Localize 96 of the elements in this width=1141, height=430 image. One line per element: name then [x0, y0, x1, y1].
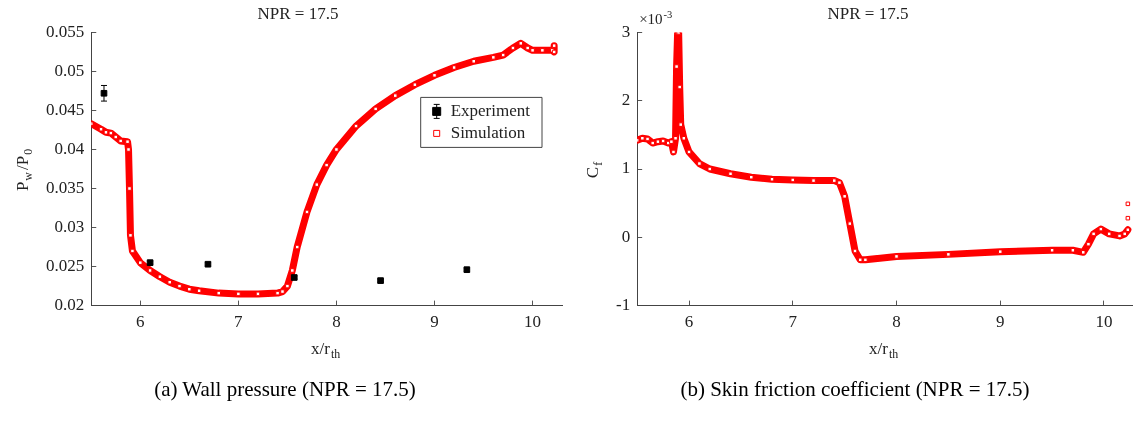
point [118, 138, 123, 144]
point [1125, 227, 1131, 233]
point [946, 252, 951, 257]
point [842, 194, 847, 199]
y-tick-label: 0.04 [54, 138, 85, 158]
point [255, 291, 261, 297]
y-axis-title: Pw/P0 [13, 148, 36, 192]
point [677, 84, 682, 90]
point [660, 138, 666, 144]
point [147, 268, 153, 273]
point [451, 65, 457, 70]
point [697, 161, 702, 166]
point [491, 55, 496, 60]
point [98, 126, 104, 132]
point [728, 171, 733, 177]
y-tick-label: 0.02 [54, 295, 85, 315]
y-tick-label: 0.03 [54, 217, 85, 237]
point [314, 182, 320, 187]
x-tick-label: 6 [136, 312, 145, 332]
point [236, 291, 241, 297]
point [857, 257, 863, 263]
point [678, 122, 683, 127]
point [334, 147, 339, 152]
y-tick-label: 2 [621, 90, 631, 110]
point [530, 48, 535, 53]
y-tick-label: 0.025 [46, 256, 85, 276]
point [393, 93, 398, 98]
y-tick-label: 0.055 [46, 21, 85, 41]
point [1117, 233, 1122, 239]
point [1106, 231, 1112, 237]
y-tick-label: 0 [621, 226, 631, 246]
point [128, 233, 133, 238]
point [707, 166, 713, 172]
point [290, 268, 295, 273]
point [167, 279, 172, 285]
point [894, 254, 899, 259]
chart-title: NPR = 17.5 [827, 3, 909, 23]
y-tick-label: 3 [621, 21, 631, 41]
x-tick-label: 10 [524, 312, 542, 332]
point [551, 43, 557, 48]
point [108, 130, 114, 136]
x-tick-label: 9 [996, 312, 1005, 332]
point [294, 244, 300, 250]
point [832, 178, 837, 183]
point [673, 136, 678, 141]
point [811, 178, 816, 183]
point [1086, 241, 1091, 247]
point [432, 73, 437, 78]
point [324, 162, 329, 168]
text: (b) Skin friction coefficient (NPR = 17.5) [679, 377, 1031, 402]
point [187, 286, 192, 292]
x-tick-label: 8 [332, 312, 341, 332]
point [275, 290, 280, 296]
y-tick-label: 0.035 [46, 177, 85, 197]
x-tick-label: 9 [430, 312, 439, 332]
legend-label: Simulation [450, 122, 526, 142]
text: (a) Wall pressure (NPR = 17.5) [153, 377, 417, 402]
point [671, 149, 676, 155]
point [130, 248, 135, 254]
x-tick-label: 7 [234, 312, 244, 332]
point [540, 48, 545, 53]
point [500, 52, 506, 58]
y-tick-label: 0.05 [54, 60, 85, 80]
point [125, 139, 130, 144]
point [91, 121, 94, 126]
x-tick-label: 7 [788, 312, 798, 332]
point [847, 221, 853, 226]
point [640, 136, 645, 141]
point [518, 41, 524, 46]
point [285, 283, 290, 289]
point [1091, 231, 1096, 237]
y-tick-label: 0.045 [46, 99, 85, 119]
point [645, 136, 650, 142]
y-tick-label: 1 [621, 158, 631, 178]
point [637, 138, 640, 143]
point [674, 64, 679, 69]
point [177, 283, 182, 289]
y-tick-label: -1 [615, 295, 631, 315]
x-tick-label: 8 [892, 312, 901, 332]
point [525, 45, 530, 51]
y-axis-title: Cf [583, 161, 606, 179]
point [1125, 215, 1131, 221]
point [837, 180, 842, 185]
point [655, 139, 661, 144]
point [1125, 201, 1131, 207]
legend-label: Experiment [450, 100, 531, 120]
chart-title: NPR = 17.5 [257, 3, 339, 23]
point [373, 106, 378, 112]
point [280, 289, 285, 294]
point [127, 186, 132, 191]
x-tick-label: 6 [684, 312, 694, 332]
point [1098, 226, 1104, 232]
point [126, 147, 131, 152]
x-tick-label: 10 [1095, 312, 1113, 332]
point [863, 257, 868, 263]
point [412, 82, 418, 87]
